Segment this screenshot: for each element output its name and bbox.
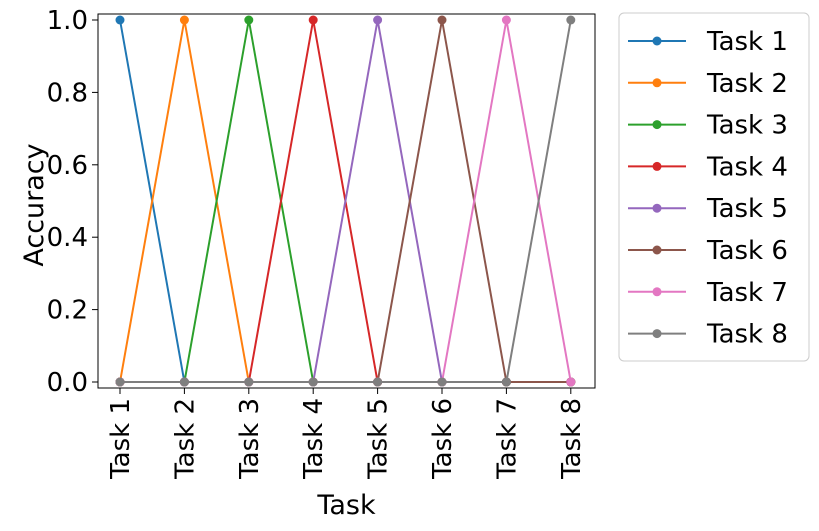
series-layer bbox=[115, 15, 576, 387]
legend-marker bbox=[652, 245, 662, 255]
y-tick-label: 0.6 bbox=[47, 151, 88, 181]
legend-label: Task 7 bbox=[706, 278, 788, 308]
series-8-point bbox=[179, 377, 189, 387]
legend: Task 1 Task 2 Task 3 Task 4 Task 5 Task 6 Task… bbox=[618, 12, 810, 362]
series-8-point bbox=[437, 377, 447, 387]
series-7-point bbox=[566, 377, 576, 387]
x-tick-label: Task 1 bbox=[106, 398, 136, 480]
series-2-point bbox=[179, 15, 189, 25]
series-8-point bbox=[308, 377, 318, 387]
legend-label: Task 5 bbox=[706, 194, 788, 224]
legend-marker bbox=[652, 78, 662, 88]
x-tick-label: Task 4 bbox=[299, 398, 329, 480]
y-tick-label: 0.8 bbox=[47, 78, 88, 108]
legend-label: Task 8 bbox=[706, 320, 788, 350]
series-6-point bbox=[437, 15, 447, 25]
series-5-point bbox=[373, 15, 383, 25]
series-1-point bbox=[115, 15, 125, 25]
legend-label: Task 2 bbox=[706, 69, 788, 99]
y-tick-label: 0.0 bbox=[47, 368, 88, 398]
y-axis-ticks: 0.0 0.2 0.4 0.6 0.8 1.0 bbox=[47, 6, 98, 398]
series-3-point bbox=[244, 15, 254, 25]
y-tick-label: 0.4 bbox=[47, 223, 88, 253]
x-tick-label: Task 5 bbox=[364, 398, 394, 480]
legend-marker bbox=[652, 36, 662, 46]
series-8-point bbox=[115, 377, 125, 387]
series-8-point bbox=[373, 377, 383, 387]
legend-marker bbox=[652, 120, 662, 130]
legend-marker bbox=[652, 161, 662, 171]
legend-label: Task 4 bbox=[706, 152, 788, 182]
y-axis-label: Accuracy bbox=[19, 143, 50, 266]
x-tick-label: Task 6 bbox=[428, 398, 458, 480]
x-axis-ticks: Task 1 Task 2 Task 3 Task 4 Task 5 Task 6 Task… bbox=[106, 388, 587, 480]
series-8-point bbox=[501, 377, 511, 387]
legend-label: Task 6 bbox=[706, 236, 788, 266]
x-tick-label: Task 7 bbox=[492, 398, 522, 480]
legend-marker bbox=[652, 203, 662, 213]
x-tick-label: Task 3 bbox=[235, 398, 265, 480]
x-tick-label: Task 8 bbox=[557, 398, 587, 480]
legend-box bbox=[618, 12, 810, 362]
plot-frame bbox=[97, 13, 596, 389]
series-8-point bbox=[566, 15, 576, 25]
y-tick-label: 1.0 bbox=[47, 6, 88, 36]
series-4-point bbox=[308, 15, 318, 25]
legend-marker bbox=[652, 287, 662, 297]
series-7-point bbox=[501, 15, 511, 25]
legend-label: Task 1 bbox=[706, 27, 788, 57]
x-axis-label: Task bbox=[316, 490, 376, 521]
x-tick-label: Task 2 bbox=[170, 398, 200, 480]
series-line-5 bbox=[120, 19, 571, 383]
legend-label: Task 3 bbox=[706, 111, 788, 141]
series-line-8 bbox=[120, 19, 572, 383]
legend-marker bbox=[652, 329, 662, 339]
series-8-point bbox=[244, 377, 254, 387]
y-tick-label: 0.2 bbox=[47, 296, 88, 326]
